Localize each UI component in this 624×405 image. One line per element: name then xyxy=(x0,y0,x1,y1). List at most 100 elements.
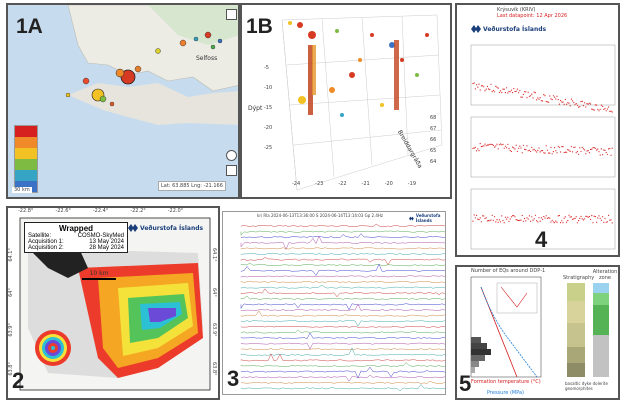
gps-point xyxy=(593,109,595,111)
panel-label: 3 xyxy=(227,366,240,392)
gps-point xyxy=(596,149,598,151)
gps-point xyxy=(509,218,511,220)
acq2-value: 28 May 2024 xyxy=(89,245,124,251)
gps-point xyxy=(519,145,521,147)
interferogram-map[interactable] xyxy=(8,208,220,400)
gps-point xyxy=(563,151,565,154)
gps-point xyxy=(606,108,608,110)
gps-point xyxy=(510,89,512,91)
gps-point xyxy=(476,150,478,152)
gps-point xyxy=(515,219,517,221)
gps-point xyxy=(555,220,557,222)
gps-point xyxy=(549,152,551,154)
gps-point xyxy=(581,218,583,220)
gps-point xyxy=(537,97,539,99)
gps-plots[interactable] xyxy=(457,35,620,257)
y-tick: -15 xyxy=(264,105,273,111)
gps-point xyxy=(518,220,520,222)
gps-point xyxy=(575,103,577,105)
gps-point xyxy=(515,144,517,146)
gps-point xyxy=(561,101,563,103)
gps-point xyxy=(572,151,574,153)
scale-bar: 10 km xyxy=(82,270,116,280)
brand-name: Veðurstofa Íslands xyxy=(140,224,204,232)
gps-point xyxy=(480,221,482,223)
gps-point xyxy=(592,108,594,111)
gps-point xyxy=(506,87,508,89)
gps-point xyxy=(579,147,581,149)
gps-point xyxy=(594,216,596,218)
gps-point xyxy=(521,96,523,98)
gps-point xyxy=(495,145,497,147)
lat-tick: 64 xyxy=(430,159,437,165)
gps-point xyxy=(576,222,578,224)
fringe-bullseye xyxy=(35,330,71,366)
gps-point xyxy=(492,219,494,221)
x-tick: -20 xyxy=(384,181,393,187)
gps-point xyxy=(524,91,526,93)
gps-point xyxy=(578,153,580,155)
gps-point xyxy=(533,91,535,93)
gps-point xyxy=(546,217,548,219)
gps-point xyxy=(489,89,491,91)
y-tick: -20 xyxy=(264,125,273,131)
gps-point xyxy=(537,149,539,152)
gps-point xyxy=(581,146,583,148)
gps-point xyxy=(545,215,547,217)
gps-point xyxy=(555,150,557,152)
gps-point xyxy=(576,150,578,153)
gps-point xyxy=(554,147,556,149)
gps-point xyxy=(510,150,512,153)
gps-point xyxy=(504,145,506,147)
fullscreen-icon[interactable] xyxy=(226,9,237,20)
gps-point xyxy=(506,147,508,149)
gps-point xyxy=(603,108,605,111)
basaltic-note: basaltic dyke dolerite geomorphites xyxy=(565,381,608,391)
gps-point xyxy=(594,104,596,106)
panel-label: 5 xyxy=(459,371,472,396)
map-canvas[interactable] xyxy=(8,5,240,199)
scatter-3d[interactable] xyxy=(242,5,452,199)
gps-point xyxy=(542,100,544,102)
gps-point xyxy=(549,217,551,219)
gps-point xyxy=(531,93,533,95)
gps-point xyxy=(534,92,536,94)
gps-point xyxy=(567,102,569,104)
gps-point xyxy=(478,150,480,152)
download-icon[interactable] xyxy=(226,165,237,176)
gps-point xyxy=(567,149,569,151)
x-ticks: -24 -23 -22 -21 -20 -19 xyxy=(292,181,416,187)
gps-point xyxy=(552,151,554,153)
seismogram-trace xyxy=(240,275,445,278)
right-tick: 64° xyxy=(211,287,217,297)
gps-point xyxy=(587,216,589,218)
gps-point xyxy=(605,221,607,223)
gps-point xyxy=(585,215,587,217)
gps-point xyxy=(597,148,599,150)
gps-point xyxy=(543,94,545,96)
gps-point xyxy=(576,104,578,106)
seismogram-traces[interactable] xyxy=(223,220,446,395)
panel-1a-map: 1A Selfoss 30 km Lat: 63.885 Lng: -21.16… xyxy=(6,3,240,199)
seismogram-trace xyxy=(240,384,445,392)
gps-point xyxy=(542,218,544,220)
gps-point xyxy=(540,100,542,102)
gps-point xyxy=(498,91,500,93)
seismogram-trace xyxy=(240,247,445,250)
seismogram-trace xyxy=(240,325,445,328)
gps-point xyxy=(474,88,476,90)
gps-point xyxy=(608,106,610,108)
gps-point xyxy=(474,217,476,219)
temperature-axis-label: Formation temperature (°C) xyxy=(471,379,541,385)
gps-point xyxy=(528,149,530,151)
y-tick: -5 xyxy=(264,65,269,71)
gps-point xyxy=(597,108,599,110)
gps-point xyxy=(532,97,534,99)
right-tick: 63.8° xyxy=(211,362,217,376)
borehole-chart[interactable] xyxy=(457,267,620,400)
gps-point xyxy=(556,221,558,223)
gps-point xyxy=(597,217,599,219)
gps-point xyxy=(551,219,553,221)
gps-point xyxy=(472,83,474,85)
ruler-icon[interactable] xyxy=(226,150,237,161)
